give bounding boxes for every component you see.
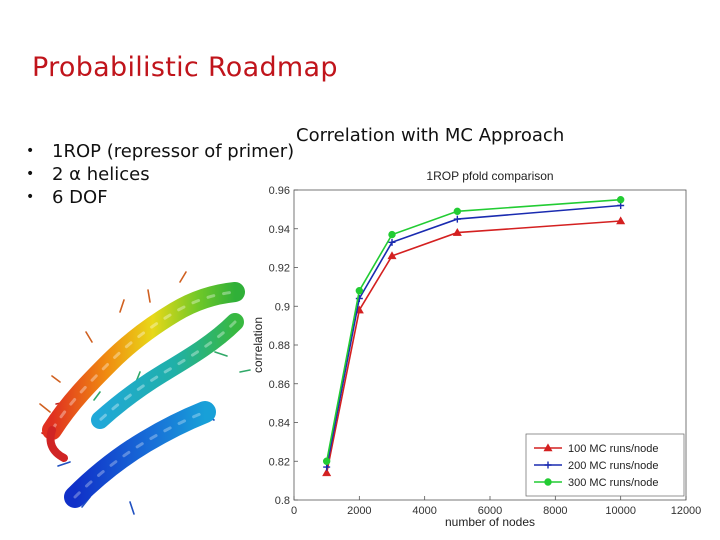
protein-structure-image	[39, 271, 251, 515]
data-point	[387, 251, 397, 260]
data-point	[616, 216, 626, 225]
series-3	[322, 195, 625, 465]
data-point	[355, 287, 364, 295]
series-2	[323, 202, 625, 471]
data-point	[322, 457, 331, 465]
x-tick-label: 8000	[543, 505, 567, 517]
y-tick-label: 0.82	[269, 456, 290, 468]
y-tick-label: 0.84	[269, 418, 290, 430]
y-tick-label: 0.92	[269, 263, 290, 275]
chart-title: 1ROP pfold comparison	[426, 169, 553, 183]
bullet-item-protein: 1ROP (repressor of primer)	[26, 140, 294, 163]
data-point	[388, 238, 396, 246]
data-point	[452, 228, 462, 236]
legend-item: 200 MC runs/node	[534, 460, 659, 472]
legend-item: 300 MC runs/node	[534, 477, 659, 489]
data-point	[453, 207, 462, 216]
data-point	[322, 468, 332, 477]
y-tick-label: 0.86	[269, 379, 290, 391]
bullet-item-helices: 2 α helices	[26, 163, 294, 186]
legend-marker	[544, 461, 552, 469]
bullet-item-dof: 6 DOF	[26, 186, 294, 209]
y-tick-label: 0.9	[275, 301, 290, 313]
x-tick-label: 12000	[671, 505, 702, 517]
chart-svg: 1ROP pfold comparison 0 2000 4000 6000 8000 1…	[251, 169, 701, 529]
x-tick-label: 0	[291, 505, 297, 517]
data-point	[453, 215, 461, 223]
x-tick-label: 6000	[478, 505, 502, 517]
line-chart: 1ROP pfold comparison 0 2000 4000 6000 8000 1…	[250, 160, 710, 540]
chart-caption: Correlation with MC Approach	[296, 125, 565, 146]
y-tick-label: 0.94	[269, 224, 290, 236]
legend-label: 300 MC runs/node	[568, 477, 659, 489]
chart-legend: 100 MC runs/node 200 MC runs/node 300 MC r…	[525, 433, 685, 497]
legend-label: 200 MC runs/node	[568, 460, 659, 472]
bullet-list: 1ROP (repressor of primer) 2 α helices 6…	[26, 140, 294, 209]
x-tick-label: 10000	[605, 505, 636, 517]
y-tick-label: 0.88	[269, 340, 290, 352]
x-axis: 0 2000 4000 6000 8000 10000 12000	[291, 496, 701, 517]
y-tick-label: 0.8	[275, 495, 290, 507]
data-point	[616, 195, 625, 204]
series-layer	[322, 195, 626, 477]
series-1	[322, 216, 626, 477]
y-axis: 0.8 0.82 0.84 0.86 0.88 0.9 0.92 0.94 0.96	[269, 185, 298, 507]
x-tick-label: 2000	[347, 505, 371, 517]
legend-marker	[543, 443, 553, 452]
data-point	[388, 230, 396, 239]
x-axis-label: number of nodes	[445, 515, 535, 529]
y-tick-label: 0.96	[269, 185, 290, 197]
legend-item: 100 MC runs/node	[534, 443, 659, 455]
legend-label: 100 MC runs/node	[568, 443, 659, 455]
slide-title: Probabilistic Roadmap	[32, 52, 338, 83]
legend-marker	[544, 478, 552, 486]
y-axis-label: correlation	[251, 317, 265, 373]
x-tick-label: 4000	[412, 505, 436, 517]
